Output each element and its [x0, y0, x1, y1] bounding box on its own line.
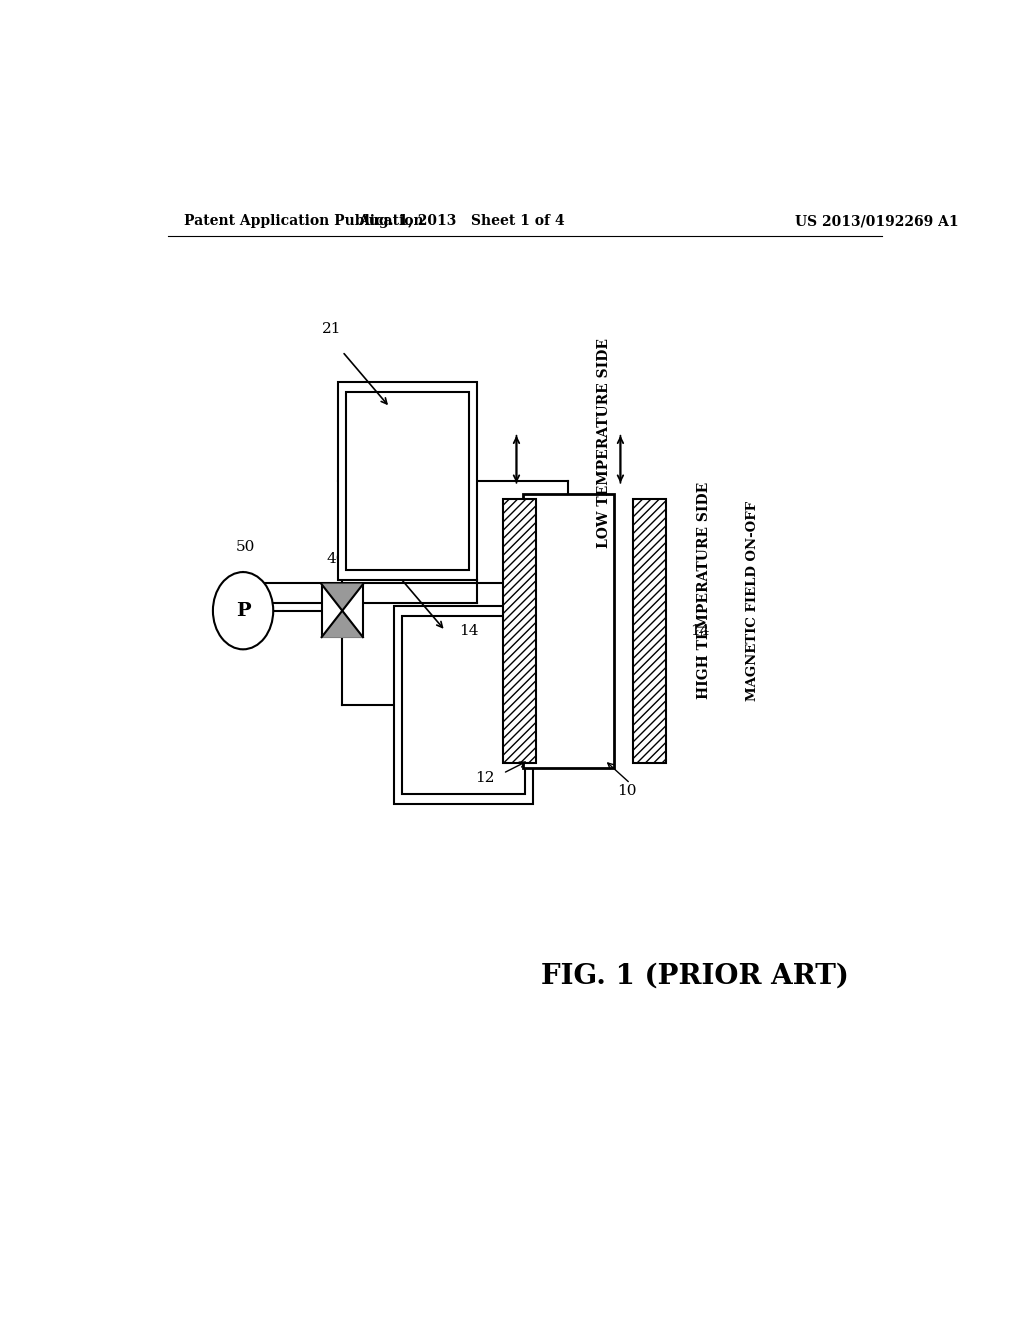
Bar	[523, 494, 614, 768]
Bar	[394, 606, 532, 804]
Bar	[322, 585, 362, 638]
Text: 21: 21	[323, 322, 342, 337]
Text: MAGNETIC FIELD ON-OFF: MAGNETIC FIELD ON-OFF	[746, 500, 759, 701]
Polygon shape	[322, 585, 362, 611]
Text: 31: 31	[378, 546, 397, 560]
Text: 10: 10	[616, 784, 636, 797]
Bar	[338, 381, 477, 581]
Circle shape	[213, 572, 273, 649]
Bar	[633, 499, 666, 763]
Bar	[503, 499, 536, 763]
Text: LOW TEMPERATURE SIDE: LOW TEMPERATURE SIDE	[597, 338, 611, 548]
Text: P: P	[236, 602, 251, 619]
Text: Patent Application Publication: Patent Application Publication	[183, 214, 423, 228]
Text: 50: 50	[236, 540, 255, 554]
Text: Aug. 1, 2013   Sheet 1 of 4: Aug. 1, 2013 Sheet 1 of 4	[358, 214, 564, 228]
Text: US 2013/0192269 A1: US 2013/0192269 A1	[795, 214, 958, 228]
Bar	[401, 615, 524, 793]
Polygon shape	[322, 611, 362, 638]
Bar	[346, 392, 469, 570]
Text: 12: 12	[475, 771, 495, 785]
Text: 14: 14	[460, 624, 479, 638]
Text: 14: 14	[690, 624, 710, 638]
Text: FIG. 1 (PRIOR ART): FIG. 1 (PRIOR ART)	[542, 964, 849, 990]
Text: HIGH TEMPERATURE SIDE: HIGH TEMPERATURE SIDE	[697, 482, 711, 700]
Text: 40: 40	[327, 552, 346, 566]
